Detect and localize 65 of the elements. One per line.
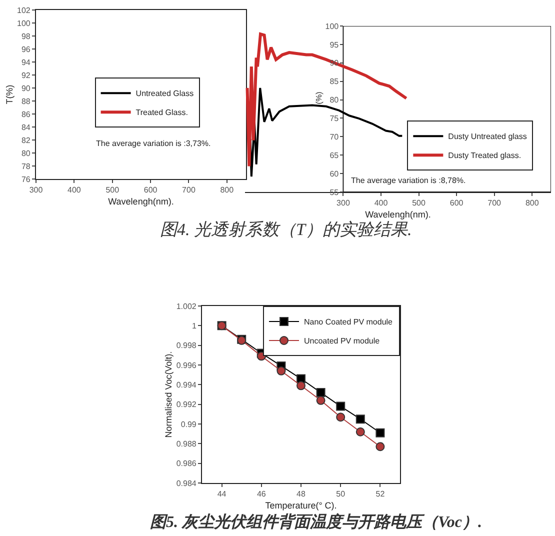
y-tick-label: 0.994: [176, 380, 197, 390]
y-tick-label: 98: [21, 32, 31, 41]
x-tick-label: 400: [68, 186, 82, 195]
y-tick-label: 88: [21, 96, 31, 106]
legend-label: Untreated Glass: [136, 89, 194, 98]
y-tick-label: 78: [21, 162, 31, 171]
x-tick-label: 700: [182, 186, 196, 195]
legend-label: Treated Glass.: [136, 108, 188, 118]
y-tick-label: 102: [17, 6, 31, 15]
legend-label: Nano Coated PV module: [304, 318, 394, 327]
legend-label: Dusty Untreated glass: [448, 132, 527, 142]
x-tick-label: 300: [336, 198, 350, 208]
y-tick-label: 0.99: [180, 420, 197, 429]
y-tick-label: 85: [330, 77, 340, 86]
x-tick-label: 44: [217, 490, 227, 499]
y-tick-label: 94: [21, 58, 31, 67]
y-tick-label: 0.992: [176, 400, 197, 410]
x-tick-label: 300: [29, 186, 44, 195]
y-tick-label: 95: [330, 40, 340, 50]
x-axis-title: Wavelengh(nm).: [108, 196, 174, 206]
x-tick-label: 50: [336, 490, 346, 499]
y-tick-label: 84: [21, 122, 31, 132]
x-tick-label: 800: [525, 198, 540, 208]
y-tick-label: 1: [192, 321, 197, 330]
y-tick-label: 96: [21, 44, 31, 54]
annotation: (%): [314, 91, 324, 104]
y-tick-label: 1.002: [176, 302, 197, 311]
y-tick-label: 0.988: [176, 439, 197, 448]
x-tick-label: 48: [296, 490, 306, 499]
y-tick-label: 0.986: [176, 459, 197, 468]
y-tick-label: 70: [330, 132, 340, 142]
y-tick-label: 82: [21, 136, 31, 145]
x-axis-title: Wavelengh(nm).: [365, 209, 431, 220]
x-tick-label: 500: [106, 186, 120, 195]
y-axis-title: Normalised Voc(Volt).: [164, 351, 174, 438]
x-tick-label: 52: [376, 490, 386, 499]
x-tick-label: 600: [144, 186, 158, 195]
y-tick-label: 60: [330, 169, 340, 178]
y-tick-label: 0.998: [176, 341, 197, 350]
y-tick-label: 0.984: [176, 478, 197, 488]
y-tick-label: 80: [330, 96, 340, 105]
y-tick-label: 76: [21, 174, 31, 184]
x-tick-label: 700: [488, 198, 502, 208]
y-tick-label: 75: [330, 114, 340, 124]
y-tick-label: 100: [325, 22, 340, 31]
x-axis-title: Temperature(° C).: [265, 500, 337, 510]
annotation: The average variation is :3,73%.: [96, 139, 211, 148]
y-tick-label: 92: [21, 70, 31, 80]
y-axis-title: T(%): [4, 84, 14, 104]
x-tick-label: 500: [412, 198, 426, 208]
x-tick-label: 600: [450, 198, 464, 208]
y-tick-label: 86: [21, 110, 31, 119]
legend-label: Uncoated PV module: [304, 336, 380, 346]
annotation: The average variation is :8,78%.: [351, 176, 466, 185]
y-tick-label: 65: [330, 150, 340, 160]
y-tick-label: 80: [21, 148, 31, 158]
x-tick-label: 400: [374, 198, 388, 208]
y-tick-label: 100: [17, 18, 31, 28]
text: 图4. 光透射系数（T）的实验结果.: [160, 220, 412, 241]
y-tick-label: 0.996: [176, 360, 197, 370]
legend-label: Dusty Treated glass.: [448, 151, 522, 160]
y-tick-label: 90: [21, 84, 31, 93]
x-tick-label: 46: [256, 490, 266, 499]
x-tick-label: 800: [220, 186, 234, 195]
text: 图5. 灰尘光伏组件背面温度与开路电压（Voc）.: [150, 512, 482, 533]
